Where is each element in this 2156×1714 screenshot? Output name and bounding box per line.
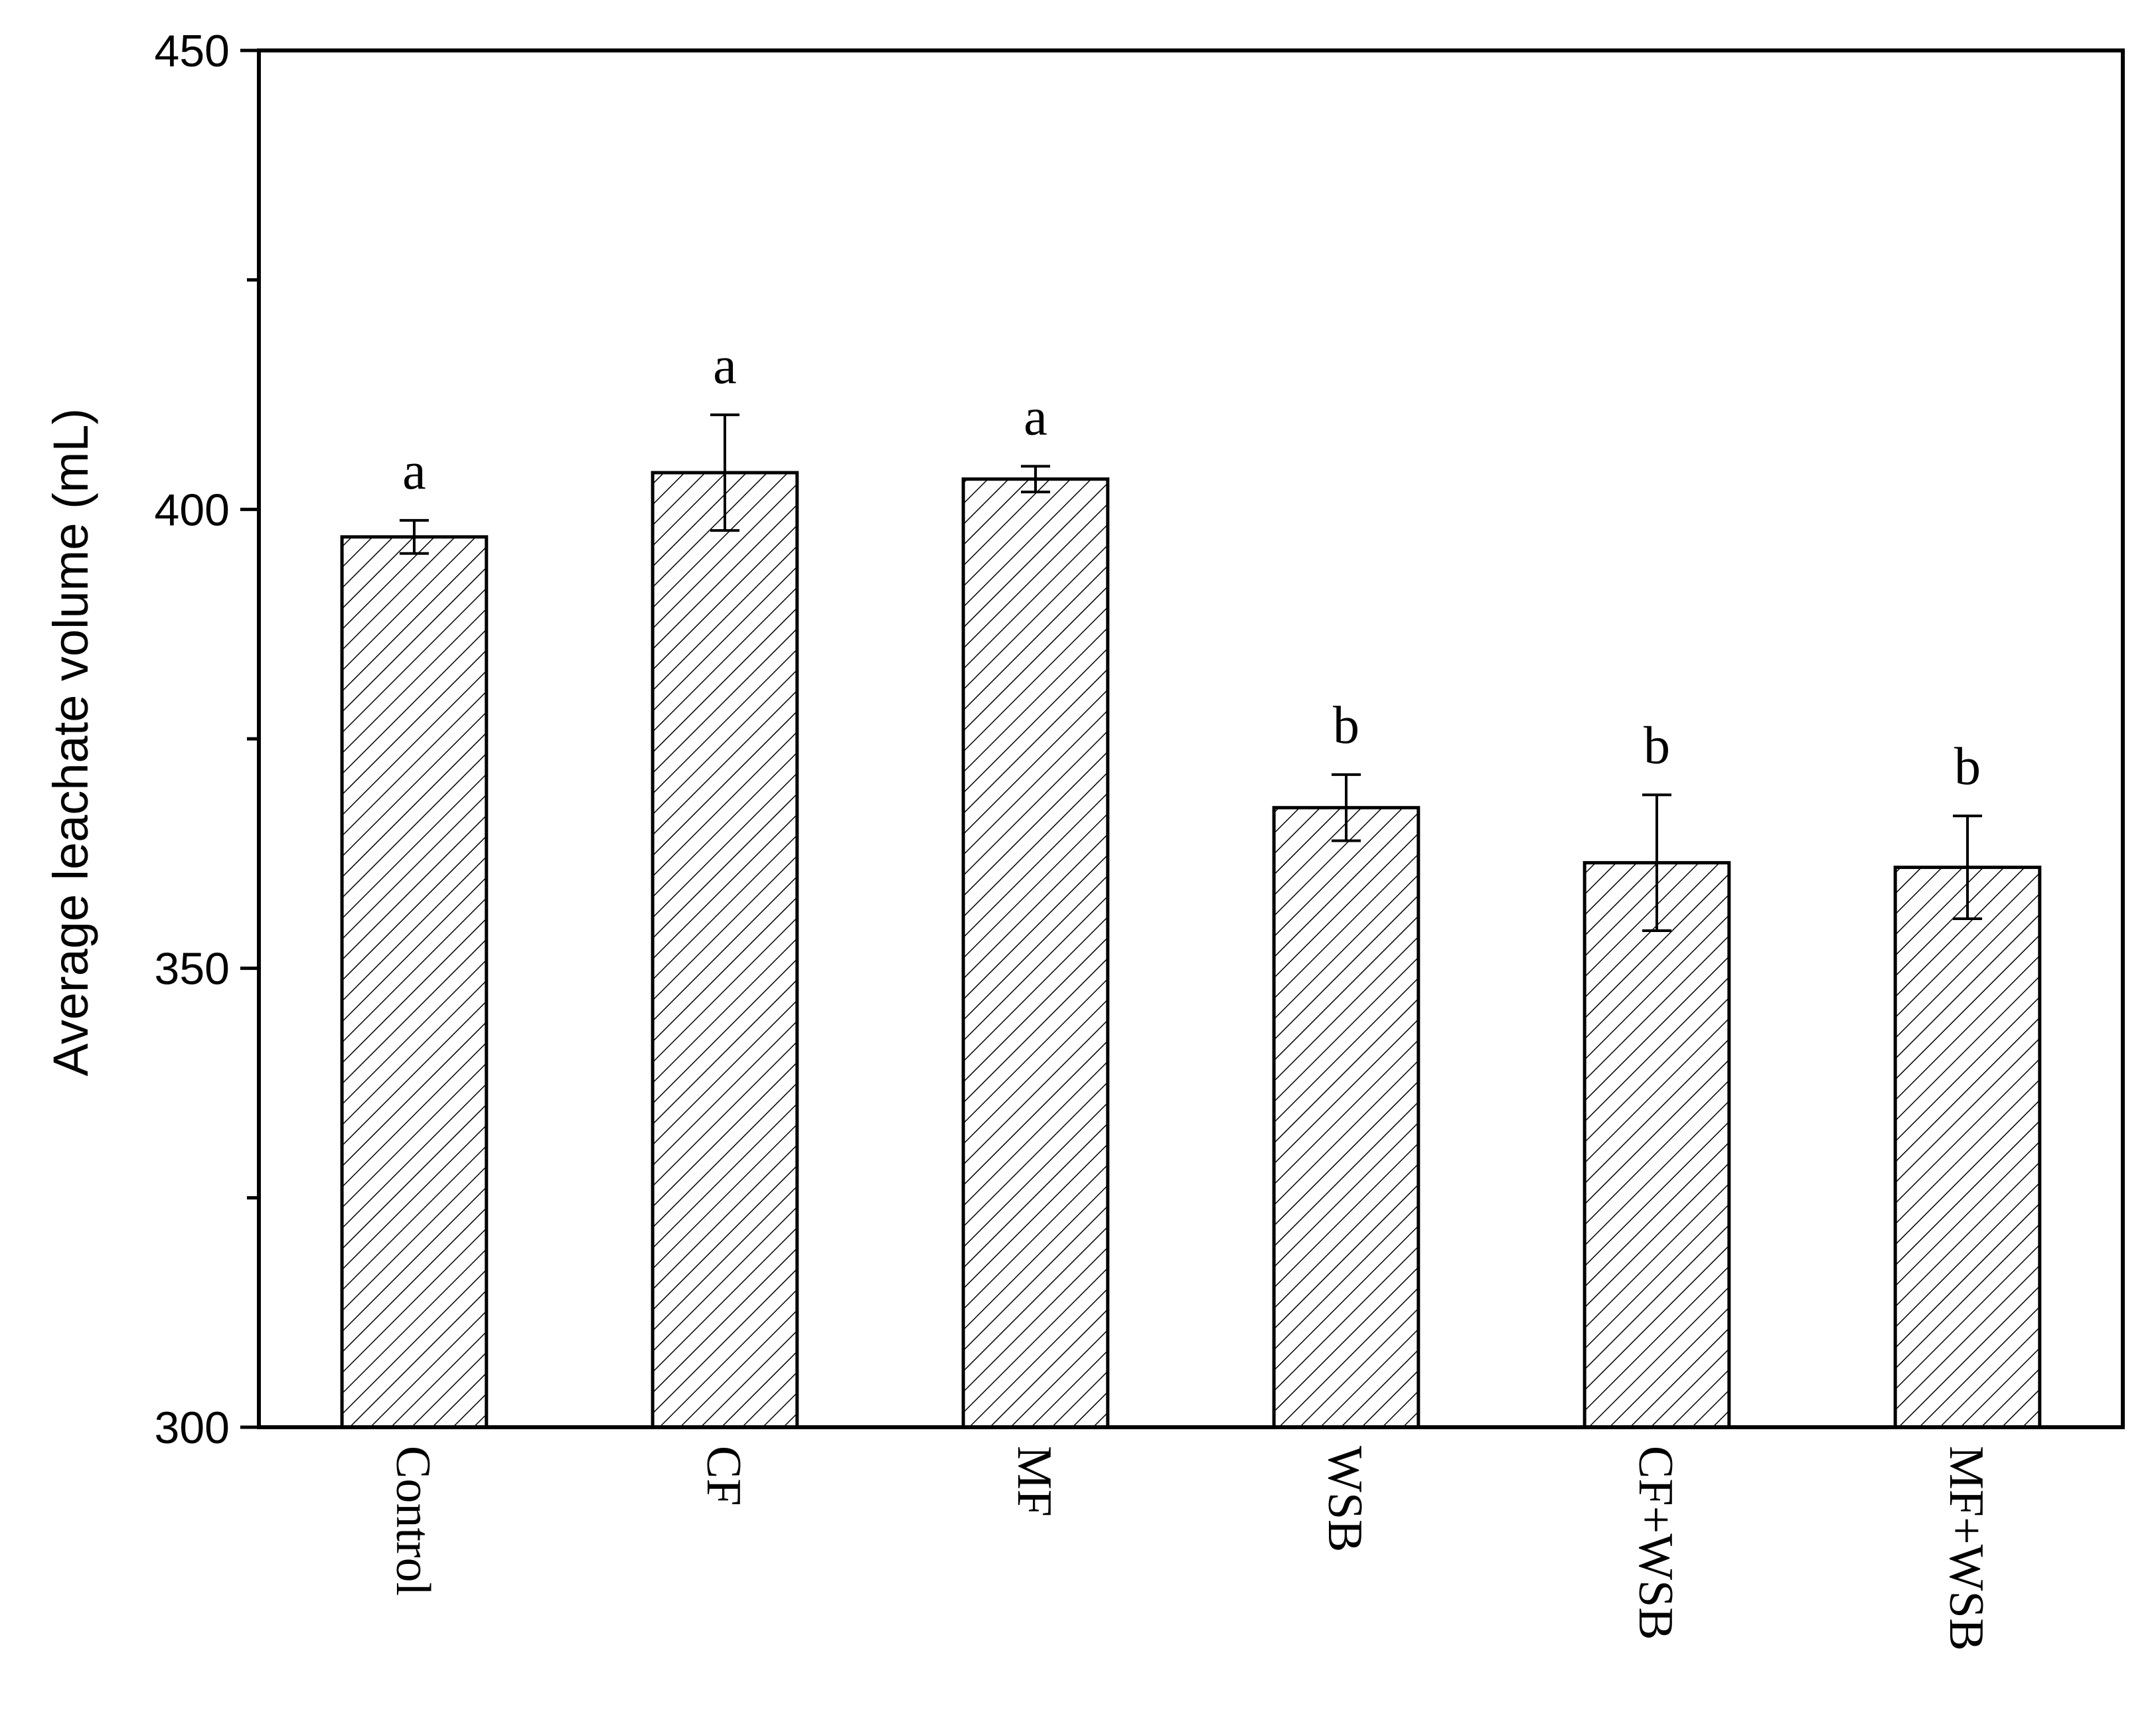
bar-wsb xyxy=(1272,806,1421,1429)
y-tick-label: 300 xyxy=(155,1403,230,1453)
x-axis-category-labels: Control CF MF WSB CF+WSB MF+WSB xyxy=(386,1446,1993,1651)
category-label: CF xyxy=(696,1446,751,1506)
category-label: MF xyxy=(1007,1446,1061,1517)
significance-label: a xyxy=(713,337,737,395)
bar-cf-wsb xyxy=(1582,861,1731,1429)
category-label: WSB xyxy=(1318,1446,1372,1552)
category-label: CF+WSB xyxy=(1628,1446,1683,1640)
plot-frame xyxy=(257,48,2125,1429)
y-tick-label: 400 xyxy=(155,485,230,535)
y-axis-ticks: 300 350 400 450 xyxy=(155,26,259,1453)
significance-label: a xyxy=(402,442,426,501)
error-bars xyxy=(400,413,1982,932)
y-tick-label: 350 xyxy=(155,944,230,994)
significance-label: a xyxy=(1024,388,1047,446)
y-axis-title: Average leachate volume (mL) xyxy=(43,408,98,1076)
bar-control xyxy=(340,535,489,1429)
bar-mf-wsb xyxy=(1893,866,2042,1429)
bar-cf xyxy=(651,471,799,1429)
bars xyxy=(340,471,2042,1429)
category-label: Control xyxy=(386,1446,440,1596)
significance-label: b xyxy=(1954,738,1981,796)
significance-label: b xyxy=(1333,696,1359,755)
y-tick-label: 450 xyxy=(155,26,230,76)
category-label: MF+WSB xyxy=(1939,1446,1993,1651)
bar-mf xyxy=(961,477,1110,1429)
significance-labels: a a a b b b xyxy=(402,337,1981,796)
significance-label: b xyxy=(1644,716,1670,775)
